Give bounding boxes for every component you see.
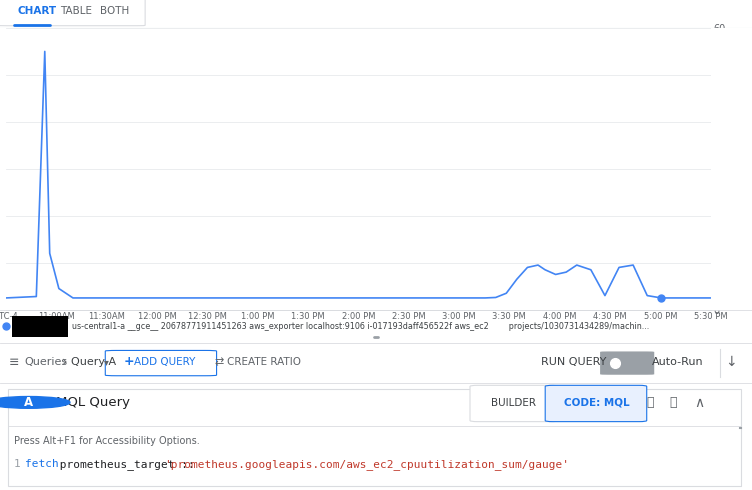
Text: BOTH: BOTH: [100, 6, 129, 16]
FancyBboxPatch shape: [0, 0, 145, 25]
Text: ADD QUERY: ADD QUERY: [134, 357, 196, 367]
Text: 🗑: 🗑: [669, 396, 677, 410]
Text: fetch: fetch: [25, 459, 59, 469]
Circle shape: [0, 396, 70, 408]
Text: +: +: [124, 355, 139, 368]
Text: A: A: [24, 396, 33, 409]
Text: RUN QUERY: RUN QUERY: [541, 357, 607, 368]
Text: 'prometheus.googleapis.com/aws_ec2_cpuutilization_sum/gauge': 'prometheus.googleapis.com/aws_ec2_cpuut…: [164, 459, 569, 470]
Text: prometheus_target ::: prometheus_target ::: [53, 459, 202, 470]
Text: CHART: CHART: [17, 6, 56, 16]
Text: 1: 1: [14, 459, 20, 469]
Text: ↓: ↓: [725, 355, 737, 369]
FancyBboxPatch shape: [8, 389, 741, 486]
FancyBboxPatch shape: [600, 351, 654, 375]
Text: Query A: Query A: [71, 357, 116, 368]
FancyBboxPatch shape: [470, 385, 558, 421]
Text: CREATE RATIO: CREATE RATIO: [227, 357, 301, 368]
Text: Auto-Run: Auto-Run: [652, 357, 704, 368]
Text: ›: ›: [62, 355, 67, 369]
Text: Press Alt+F1 for Accessibility Options.: Press Alt+F1 for Accessibility Options.: [14, 436, 199, 446]
FancyBboxPatch shape: [545, 385, 647, 421]
Text: ≡: ≡: [9, 356, 20, 369]
Text: MQL Query: MQL Query: [56, 396, 130, 409]
Text: CODE: MQL: CODE: MQL: [563, 398, 629, 408]
Text: TABLE: TABLE: [60, 6, 92, 16]
Text: us-central1-a __gce__ 20678771911451263 aws_exporter localhost:9106 i-017193daff: us-central1-a __gce__ 20678771911451263 …: [72, 322, 650, 331]
Text: ⧉: ⧉: [647, 396, 654, 410]
Text: ∧: ∧: [694, 396, 705, 410]
Text: Queries: Queries: [25, 357, 68, 368]
FancyBboxPatch shape: [105, 350, 217, 376]
Text: ▾: ▾: [104, 357, 108, 368]
Text: BUILDER: BUILDER: [491, 398, 536, 408]
Text: ⇄: ⇄: [214, 357, 223, 368]
Bar: [12, 316, 68, 337]
